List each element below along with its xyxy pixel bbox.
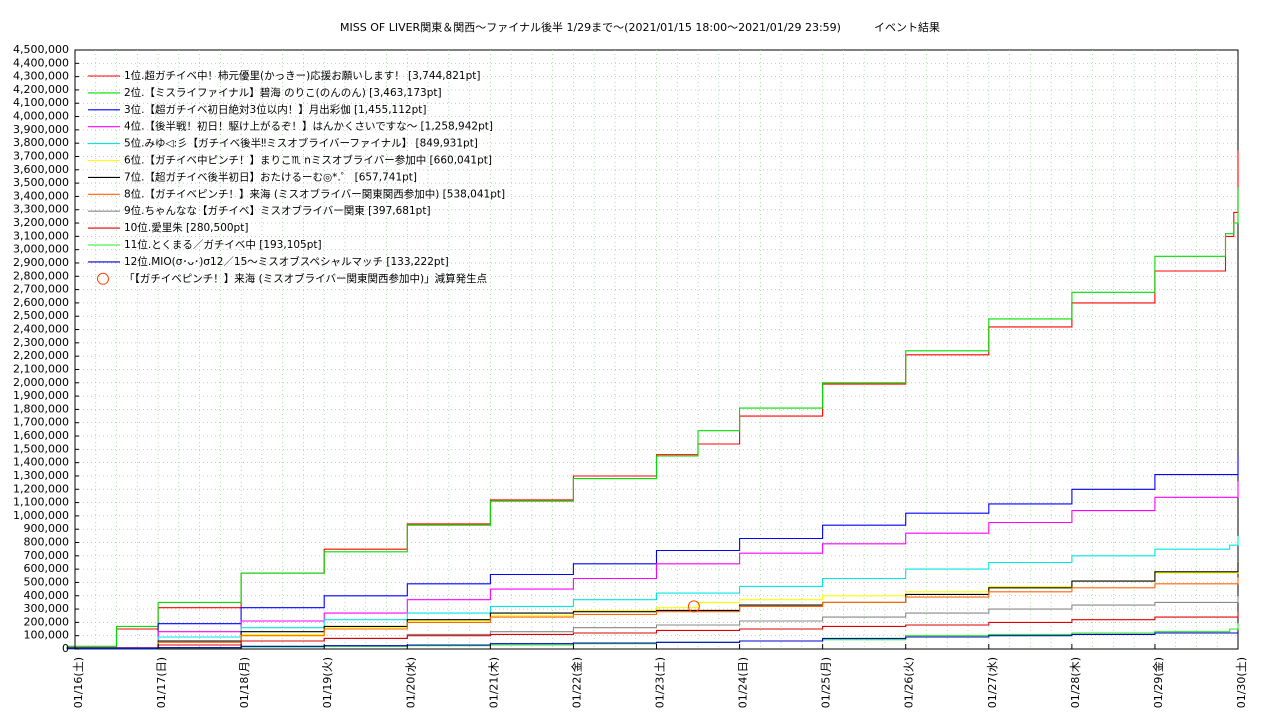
y-tick-label: 1,100,000 — [13, 496, 69, 509]
x-tick-label: 01/16(土) — [72, 657, 85, 708]
y-tick-label: 3,200,000 — [13, 216, 69, 229]
y-tick-label: 200,000 — [24, 615, 70, 628]
legend-label-2: 2位.【ミスライファイナル】碧海 のりこ(のんのん) [3,463,173pt] — [124, 86, 442, 99]
y-tick-label: 2,000,000 — [13, 376, 69, 389]
legend: 1位.超ガチイベ中！柿元優里(かっきー)応援お願いします！ [3,744,821… — [88, 69, 505, 285]
x-tick-label: 01/18(月) — [238, 657, 251, 708]
series-line-12 — [66, 631, 1239, 650]
y-tick-label: 1,600,000 — [13, 429, 69, 442]
y-tick-label: 1,200,000 — [13, 482, 69, 495]
y-tick-label: 900,000 — [24, 522, 70, 535]
y-tick-label: 3,300,000 — [13, 203, 69, 216]
y-tick-label: 2,100,000 — [13, 362, 69, 375]
y-tick-label: 3,900,000 — [13, 123, 69, 136]
series-line-10 — [66, 611, 1239, 649]
y-tick-label: 4,400,000 — [13, 56, 69, 69]
y-tick-label: 2,600,000 — [13, 296, 69, 309]
x-tick-label: 01/27(水) — [986, 657, 999, 708]
series-line-7 — [66, 561, 1239, 649]
y-tick-label: 3,000,000 — [13, 243, 69, 256]
legend-label-7: 7位.【超ガチイベ後半初日】おたけるーむ◎*.゜ [657,741pt] — [124, 170, 417, 183]
legend-label-4: 4位.【後半戦！初日！駆け上がるぞ！】はんかくさいですな〜 [1,258,942… — [124, 120, 493, 133]
legend-label-8: 8位.【ガチイベピンチ！】来海 (ミスオブライバー関東関西参加中) [538,0… — [124, 187, 505, 200]
y-tick-label: 2,500,000 — [13, 309, 69, 322]
series-line-3 — [66, 455, 1239, 649]
y-tick-label: 400,000 — [24, 589, 70, 602]
legend-label-11: 11位.とくまる／ガチイベ中 [193,105pt] — [124, 238, 322, 251]
y-tick-label: 2,300,000 — [13, 336, 69, 349]
y-tick-label: 1,900,000 — [13, 389, 69, 402]
annotation-marker — [687, 600, 700, 613]
annotation-layer — [687, 600, 700, 613]
y-tick-label: 4,000,000 — [13, 110, 69, 123]
series-line-4 — [66, 481, 1239, 649]
y-tick-label: 1,400,000 — [13, 456, 69, 469]
legend-annotation-marker — [97, 272, 109, 285]
y-tick-label: 4,100,000 — [13, 96, 69, 109]
y-tick-label: 700,000 — [24, 549, 70, 562]
chart-title: MISS OF LIVER関東＆関西〜ファイナル後半 1/29まで〜(2021/… — [340, 21, 940, 34]
x-tick-label: 01/25(月) — [820, 657, 833, 708]
y-tick-label: 1,000,000 — [13, 509, 69, 522]
legend-label-10: 10位.愛里朱 [280,500pt] — [124, 221, 248, 234]
legend-label-12: 12位.MIO(σ･ᴗ･)σ12／15〜ミスオブスペシャルマッチ [133,22… — [124, 255, 449, 268]
y-tick-label: 500,000 — [24, 575, 70, 588]
x-tick-label: 01/22(金) — [569, 657, 583, 708]
y-tick-label: 600,000 — [24, 562, 70, 575]
y-tick-label: 1,500,000 — [13, 442, 69, 455]
y-tick-label: 3,500,000 — [13, 176, 69, 189]
y-tick-label: 300,000 — [24, 602, 70, 615]
y-tick-label: 4,500,000 — [13, 43, 69, 56]
x-tick-label: 01/20(水) — [404, 657, 417, 708]
y-tick-label: 3,800,000 — [13, 136, 69, 149]
x-tick-label: 01/28(木) — [1069, 657, 1082, 708]
x-tick-label: 01/17(日) — [155, 657, 168, 708]
x-tick-label: 01/21(木) — [487, 657, 500, 708]
y-tick-label: 100,000 — [24, 629, 70, 642]
y-tick-label: 3,700,000 — [13, 149, 69, 162]
grid-lines — [74, 49, 1239, 650]
y-tick-label: 2,200,000 — [13, 349, 69, 362]
legend-label-6: 6位.【ガチイベ中ピンチ！】まりこ♏ nミスオブライバー参加中 [660,041… — [124, 154, 492, 167]
y-tick-label: 2,800,000 — [13, 269, 69, 282]
x-tick-label: 01/26(火) — [903, 657, 916, 708]
legend-label-1: 1位.超ガチイベ中！柿元優里(かっきー)応援お願いします！ [3,744,821… — [124, 69, 480, 82]
legend-annotation-label: 「【ガチイベピンチ！】来海 (ミスオブライバー関東関西参加中)」減算発生点 — [124, 272, 487, 285]
y-tick-label: 3,400,000 — [13, 189, 69, 202]
x-tick-label: 01/24(日) — [737, 657, 750, 708]
axes: 0100,000200,000300,000400,000500,000600,… — [13, 43, 1248, 708]
legend-label-5: 5位.みゆ◁:彡【ガチイベ後半‼ミスオブライバーファイナル】 [849,931p… — [124, 137, 478, 150]
y-tick-label: 3,600,000 — [13, 163, 69, 176]
x-tick-label: 01/23(土) — [654, 657, 667, 708]
x-tick-label: 01/30(土) — [1235, 657, 1248, 708]
x-tick-label: 01/29(金) — [1151, 657, 1165, 708]
y-tick-label: 2,900,000 — [13, 256, 69, 269]
x-tick-label: 01/19(火) — [321, 657, 334, 708]
y-tick-label: 1,300,000 — [13, 469, 69, 482]
legend-label-9: 9位.ちゃんなな【ガチイベ】ミスオブライバー関東 [397,681pt] — [124, 204, 431, 217]
y-tick-label: 4,300,000 — [13, 70, 69, 83]
y-tick-label: 800,000 — [24, 536, 70, 549]
y-tick-label: 2,400,000 — [13, 323, 69, 336]
y-tick-label: 2,700,000 — [13, 283, 69, 296]
series-line-2 — [66, 188, 1239, 647]
y-tick-label: 1,800,000 — [13, 402, 69, 415]
legend-label-3: 3位.【超ガチイベ初日絶対3位以内！】月出彩伽 [1,455,112pt] — [124, 103, 426, 116]
y-tick-label: 0 — [62, 642, 69, 655]
plot-frame — [74, 49, 1239, 650]
y-tick-label: 4,200,000 — [13, 83, 69, 96]
y-tick-label: 1,700,000 — [13, 416, 69, 429]
series-line-8 — [66, 577, 1239, 649]
y-tick-label: 3,100,000 — [13, 229, 69, 242]
